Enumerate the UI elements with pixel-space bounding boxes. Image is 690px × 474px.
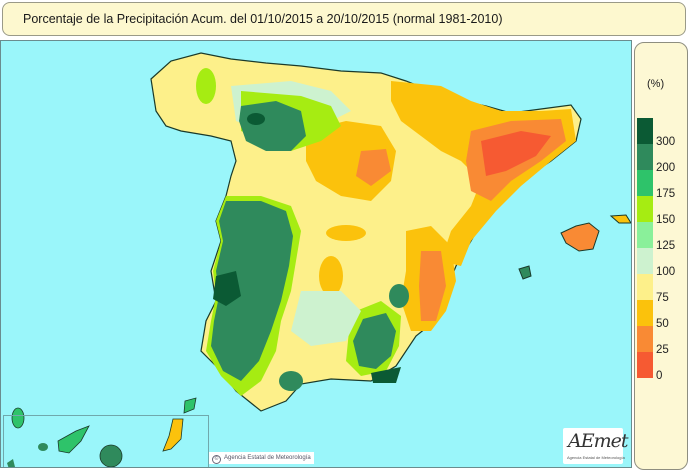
legend-tick-label: 50: [656, 318, 669, 330]
legend-tick-label: 75: [656, 292, 669, 304]
legend-swatch: [637, 222, 653, 248]
legend-swatch: [637, 300, 653, 326]
legend-tick-label: 175: [656, 188, 676, 200]
map-title: Porcentaje de la Precipitación Acum. del…: [23, 12, 503, 26]
legend-tick-label: 25: [656, 344, 669, 356]
legend-swatch: [637, 170, 653, 196]
credit-text: Agencia Estatal de Meteorología: [224, 455, 311, 461]
legend-tick-label: 0: [656, 370, 663, 382]
legend-swatch: [637, 248, 653, 274]
legend-tick-label: 200: [656, 162, 676, 174]
logo-text: AEmet: [568, 430, 628, 452]
legend-swatch: [637, 326, 653, 352]
legend-unit: (%): [647, 78, 665, 90]
canary-islands: [7, 397, 197, 467]
legend-tick-label: 300: [656, 136, 676, 148]
map-canvas: [7, 52, 631, 467]
legend-swatch: [637, 196, 653, 222]
legend-swatch: [637, 118, 653, 144]
aemet-logo: AEmet Agencia Estatal de Meteorología: [563, 428, 628, 464]
legend-tick-label: 150: [656, 214, 676, 226]
legend-swatch: [637, 274, 653, 300]
legend-tick-label: 125: [656, 240, 676, 252]
legend-swatch: [637, 352, 653, 378]
legend-swatch: [637, 144, 653, 170]
legend-tick-label: 100: [656, 266, 676, 278]
canary-islands-inset: [3, 415, 209, 467]
title-bar: Porcentaje de la Precipitación Acum. del…: [2, 2, 686, 36]
copyright-icon: ©: [212, 455, 221, 464]
legend-panel: (%) 300 200 175 150 125 100 75 50 25 0: [634, 42, 688, 470]
precipitation-map: [0, 40, 632, 468]
balearic-islands: [518, 214, 631, 280]
map-credit: © Agencia Estatal de Meteorología: [209, 452, 314, 464]
logo-subtitle: Agencia Estatal de Meteorología: [567, 455, 625, 460]
peninsula: [150, 52, 582, 412]
